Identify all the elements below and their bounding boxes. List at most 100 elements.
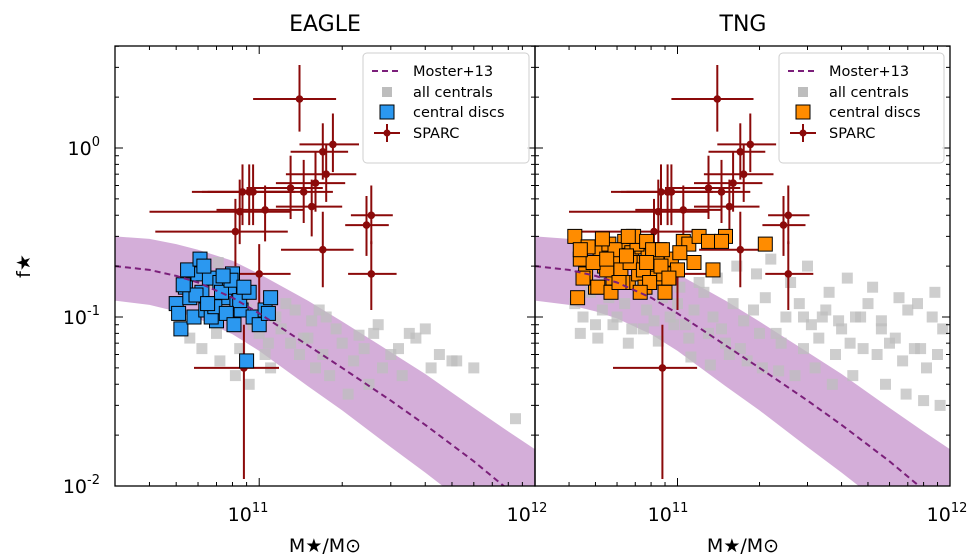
eagle-disc-point (218, 305, 234, 321)
tng-central-point (780, 311, 792, 323)
eagle-central-point (289, 304, 301, 316)
legend-tng-allcentrals-swatch (798, 87, 808, 97)
eagle-disc-point (263, 290, 279, 306)
tng-central-point (932, 349, 943, 360)
tng-central-point (902, 304, 914, 316)
tng-disc-point (599, 251, 615, 267)
eagle-central-point (433, 349, 445, 360)
eagle-sparc-point (255, 270, 263, 278)
legend-eagle-discs: central discs (413, 105, 505, 121)
tng-sparc-point (739, 170, 748, 178)
tng-sparc-point (717, 188, 726, 196)
eagle-sparc-point (231, 227, 240, 236)
tng-central-point (748, 304, 759, 316)
ytick-label-1e-1: 10-1 (63, 304, 100, 329)
eagle-central-point (368, 327, 380, 339)
legend-eagle-discs-swatch (379, 104, 395, 120)
tng-central-point (648, 315, 660, 327)
eagle-central-point (419, 323, 431, 335)
eagle-sparc-point (249, 188, 257, 196)
tng-central-point (652, 335, 664, 347)
eagle-sparc-point (311, 179, 320, 187)
tng-central-point (619, 298, 631, 310)
tng-disc-point (757, 236, 773, 252)
eagle-central-point (363, 378, 375, 390)
tng-central-point (734, 343, 746, 355)
eagle-central-point (196, 343, 208, 355)
tng-central-point (770, 327, 782, 339)
panel-title-tng: TNG (719, 12, 767, 37)
tng-central-point (921, 362, 932, 374)
eagle-central-point (259, 349, 271, 360)
eagle-central-point (353, 329, 365, 341)
legend-tng-allcentrals: all centrals (829, 85, 909, 101)
eagle-central-point (393, 343, 404, 355)
ytick-label-1e-2: 10-2 (63, 473, 100, 498)
tng-sparc-point (658, 364, 667, 372)
tng-central-point (830, 349, 841, 360)
xlabel-tng: M★/M⊙ (707, 535, 779, 557)
legend-eagle-moster: Moster+13 (413, 64, 493, 80)
tng-central-point (857, 343, 869, 355)
tng-central-point (637, 323, 649, 335)
tng-sparc-point (654, 207, 663, 216)
eagle-central-point (468, 362, 480, 374)
legend-tng-discs-swatch (795, 104, 811, 120)
eagle-central-point (285, 337, 297, 349)
eagle-central-point (234, 343, 246, 355)
tng-central-point (855, 311, 867, 323)
tng-central-point (727, 298, 739, 310)
eagle-central-point (298, 332, 310, 344)
tng-central-point (688, 304, 700, 316)
tng-central-point (711, 272, 723, 284)
eagle-disc-point (226, 317, 242, 333)
tng-central-point (880, 378, 891, 390)
tng-disc-point (661, 270, 677, 286)
tng-central-point (798, 311, 809, 323)
eagle-disc-point (175, 277, 191, 293)
eagle-central-point (310, 362, 321, 374)
tng-central-point (592, 332, 604, 344)
eagle-central-point (294, 349, 305, 360)
eagle-central-point (317, 349, 329, 360)
tng-central-point (716, 323, 727, 335)
tng-central-point (884, 337, 895, 349)
tng-central-point (937, 323, 949, 335)
tng-central-point (798, 343, 809, 355)
tng-central-point (577, 311, 589, 323)
eagle-central-point (313, 304, 325, 316)
ytick-label-1e0: 100 (68, 135, 100, 160)
tng-central-point (773, 365, 785, 377)
eagle-sparc-point (295, 95, 304, 103)
eagle-central-point (212, 257, 224, 268)
tng-central-point (765, 253, 777, 265)
eagle-disc-point (251, 317, 267, 333)
tng-disc-point (714, 233, 729, 249)
eagle-central-point (348, 355, 360, 367)
tng-central-point (900, 388, 912, 400)
tng-central-point (893, 292, 905, 304)
eagle-disc-point (236, 279, 252, 295)
eagle-central-point (451, 355, 463, 367)
tng-central-point (754, 327, 765, 339)
xlabel-eagle: M★/M⊙ (289, 535, 361, 557)
tng-central-point (738, 315, 750, 327)
tng-central-point (785, 277, 797, 288)
eagle-central-point (211, 327, 222, 339)
tng-disc-point (594, 231, 610, 247)
tng-central-point (680, 319, 691, 331)
tng-central-point (723, 349, 735, 360)
tng-central-point (596, 304, 608, 316)
tng-sparc-point (736, 245, 745, 254)
eagle-central-point (372, 319, 384, 331)
tng-central-point (703, 327, 714, 339)
tng-central-point (707, 311, 719, 323)
eagle-sparc-point (319, 148, 327, 156)
tng-central-point (704, 359, 716, 371)
panel-tng-frame (534, 45, 951, 487)
tng-central-point (668, 319, 680, 331)
tng-sparc-point (704, 184, 713, 192)
tng-disc-point (705, 262, 721, 278)
tng-disc-point (632, 284, 648, 300)
tng-central-point (574, 327, 586, 339)
